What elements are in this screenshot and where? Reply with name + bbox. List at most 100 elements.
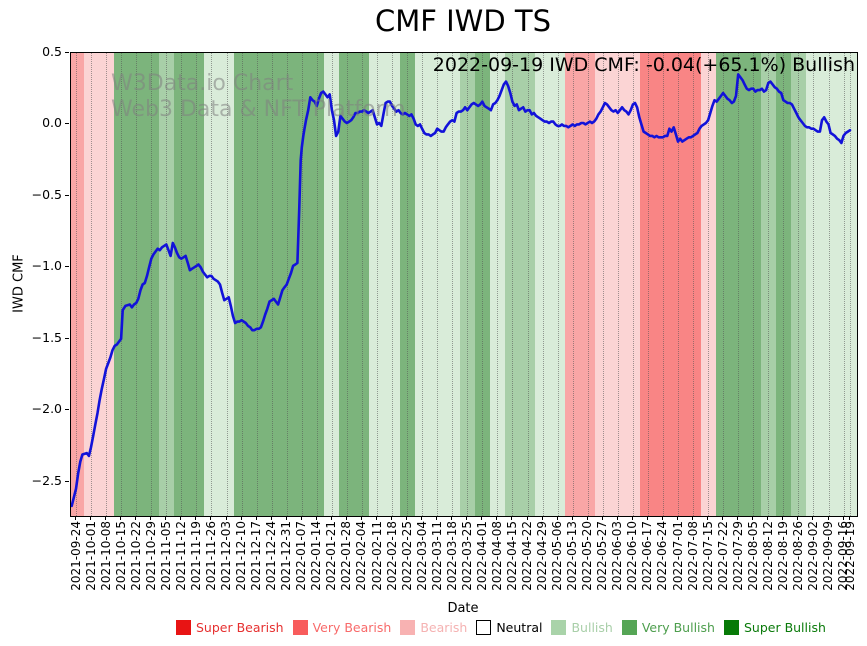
- x-tick-mark: [135, 516, 137, 520]
- signal-band: [369, 53, 385, 516]
- gridline: [708, 53, 710, 516]
- watermark-line2: Web3 Data & NFT Platform: [111, 97, 406, 122]
- gridline: [783, 53, 785, 516]
- x-tick-label: 2021-12-24: [264, 521, 279, 591]
- signal-band: [474, 53, 490, 516]
- y-tick-mark: [65, 194, 69, 196]
- x-tick-mark: [225, 516, 227, 520]
- x-tick-mark: [646, 516, 648, 520]
- x-tick-mark: [436, 516, 438, 520]
- legend-item: Super Bullish: [723, 620, 826, 635]
- gridline: [452, 53, 454, 516]
- y-tick-mark: [65, 480, 69, 482]
- gridline: [196, 53, 198, 516]
- x-tick-mark: [842, 516, 844, 520]
- y-axis-label: IWD CMF: [11, 254, 27, 313]
- gridline: [813, 53, 815, 516]
- signal-band: [309, 53, 325, 516]
- x-tick-label: 2021-10-29: [143, 521, 158, 591]
- gridline: [407, 53, 409, 516]
- x-tick-mark: [571, 516, 573, 520]
- x-tick-label: 2022-05-27: [595, 521, 610, 591]
- x-tick-label: 2022-08-05: [745, 521, 760, 591]
- x-tick-mark: [752, 516, 754, 520]
- x-tick-mark: [360, 516, 362, 520]
- gridline: [271, 53, 273, 516]
- y-tick-label: 0.5: [42, 44, 62, 59]
- chart-title: CMF IWD TS: [374, 4, 552, 38]
- x-tick-label: 2022-03-18: [444, 521, 459, 591]
- legend-label: Bullish: [571, 620, 613, 635]
- signal-band: [218, 53, 235, 516]
- x-tick-mark: [315, 516, 317, 520]
- x-tick-mark: [165, 516, 167, 520]
- x-tick-mark: [75, 516, 76, 520]
- signal-band: [98, 53, 114, 516]
- x-tick-mark: [737, 516, 739, 520]
- gridline: [693, 53, 695, 516]
- x-tick-label: 2022-08-12: [760, 521, 775, 591]
- gridline: [617, 53, 619, 516]
- gridline: [753, 53, 755, 516]
- legend-swatch: [476, 620, 492, 635]
- x-tick-mark: [270, 516, 272, 520]
- gridline: [226, 53, 228, 516]
- x-tick-mark: [406, 516, 408, 520]
- gridline: [121, 53, 123, 516]
- x-tick-mark: [195, 516, 197, 520]
- x-tick-mark: [677, 516, 678, 520]
- gridline: [843, 53, 845, 516]
- x-tick-label: 2022-01-14: [309, 521, 324, 591]
- x-tick-mark: [285, 516, 287, 520]
- legend-label: Super Bearish: [196, 620, 284, 635]
- signal-band: [745, 53, 761, 516]
- gridline: [527, 53, 529, 516]
- gridline: [392, 53, 394, 516]
- x-tick-label: 2022-06-03: [610, 521, 625, 591]
- x-tick-mark: [782, 516, 784, 520]
- x-tick-label: 2022-01-07: [294, 521, 309, 591]
- y-tick-label: −1.5: [31, 329, 62, 345]
- signal-band: [760, 53, 776, 516]
- y-tick-label: −1.0: [31, 258, 62, 274]
- gridline: [828, 53, 830, 516]
- x-tick-mark: [391, 516, 393, 520]
- y-tick-mark: [65, 266, 69, 268]
- signal-band: [670, 53, 686, 516]
- x-axis-label: Date: [447, 601, 479, 616]
- x-tick-label: 2022-04-22: [520, 521, 534, 591]
- y-tick-mark: [65, 337, 69, 339]
- signal-band: [143, 53, 159, 516]
- x-tick-label: 2022-04-15: [504, 521, 519, 591]
- gridline: [151, 53, 153, 516]
- x-tick-label: 2021-10-22: [128, 521, 143, 591]
- x-tick-mark: [616, 516, 618, 520]
- signal-band: [173, 53, 189, 516]
- y-tick-label: −2.0: [31, 401, 62, 417]
- x-tick-label: 2021-10-08: [98, 521, 113, 591]
- gridline: [422, 53, 424, 516]
- legend-swatch: [176, 620, 191, 635]
- legend-item: Super Bearish: [176, 620, 284, 635]
- x-tick-label: 2022-05-20: [580, 521, 595, 591]
- x-tick-label: 2021-10-01: [83, 521, 98, 591]
- signal-band: [820, 53, 837, 516]
- x-tick-label: 2022-08-19: [775, 521, 790, 591]
- signal-band: [700, 53, 716, 516]
- signal-band: [234, 53, 250, 516]
- legend-item: Very Bullish: [621, 620, 715, 635]
- gridline: [331, 53, 333, 516]
- y-tick-mark: [65, 52, 69, 53]
- x-tick-mark: [466, 516, 468, 520]
- x-tick-label: 2022-07-15: [700, 521, 715, 591]
- x-tick-mark: [631, 516, 633, 520]
- x-tick-label: 2022-02-25: [399, 521, 414, 591]
- x-tick-mark: [511, 516, 513, 520]
- signal-band: [294, 53, 310, 516]
- signal-band: [625, 53, 641, 516]
- legend-item: Bearish: [400, 620, 467, 635]
- gridlines-layer: [71, 53, 857, 516]
- x-tick-mark: [812, 516, 814, 520]
- signal-band: [550, 53, 566, 516]
- x-tick-label: 2021-11-12: [173, 521, 188, 591]
